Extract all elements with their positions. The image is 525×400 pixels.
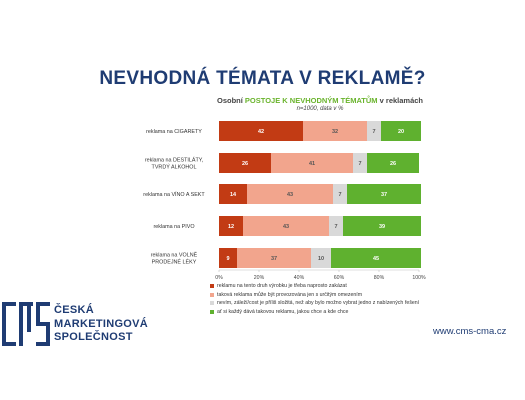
category-label: reklama na PIVO (153, 224, 194, 230)
bar-segment (311, 248, 331, 268)
data-label: 7 (358, 161, 361, 167)
logo-line: MARKETINGOVÁ (54, 317, 149, 330)
x-tick-label: 0% (215, 275, 223, 281)
data-label: 39 (379, 224, 385, 230)
chart-legend: reklamu na tento druh výrobku je třeba n… (210, 282, 419, 316)
data-label: 14 (230, 192, 237, 198)
data-label: 7 (372, 129, 375, 135)
data-label: 9 (226, 256, 229, 262)
stacked-bar-chart: reklama na CIGARETY 42 32 7 20 reklama na DES… (143, 121, 426, 281)
bar-segment (303, 121, 367, 141)
bar-segment (237, 248, 311, 268)
bar-segment (343, 216, 421, 236)
bar-segment (347, 184, 421, 204)
data-label: 7 (338, 192, 341, 198)
bar-segment (219, 216, 243, 236)
legend-label: ať si každý dává takovou reklamu, jakou … (217, 309, 349, 316)
bar-segment (367, 153, 419, 173)
category-label: reklama na VOLNĚ PRODEJNÉ LÉKY (151, 251, 198, 266)
cms-logo-icon (2, 302, 50, 346)
data-label: 20 (398, 129, 404, 135)
category-label: reklama na DESTILÁTY, TVRDÝ ALKOHOL (145, 157, 204, 171)
bar-segment (219, 153, 271, 173)
data-label: 26 (242, 161, 248, 167)
logo-line: ČESKÁ (54, 304, 95, 316)
bar-segment (243, 216, 329, 236)
category-label: reklama na CIGARETY (146, 129, 202, 135)
data-label: 41 (309, 161, 315, 167)
bar-segment (331, 248, 421, 268)
legend-label: reklamu na tento druh výrobku je třeba n… (217, 283, 347, 290)
bar-segment (329, 216, 343, 236)
legend-swatch (210, 301, 214, 306)
bar-segment (219, 184, 247, 204)
bar-segment (247, 184, 333, 204)
bar-segment (353, 153, 367, 173)
website-link[interactable]: www.cms-cma.cz (433, 326, 507, 337)
legend-swatch (210, 284, 214, 289)
bar-segment (381, 121, 421, 141)
legend-swatch (210, 310, 214, 315)
bar-segment (333, 184, 347, 204)
x-tick-label: 60% (334, 275, 345, 281)
bar-segment (271, 153, 353, 173)
data-label: 26 (390, 161, 396, 167)
bar-segment (219, 121, 303, 141)
logo-line: SPOLEČNOST (54, 331, 133, 343)
legend-item: nevím, záleží/cost je příliš složitá, ne… (210, 299, 419, 308)
legend-swatch (210, 292, 214, 297)
data-label: 43 (287, 192, 293, 198)
data-label: 10 (318, 256, 324, 262)
data-label: 7 (334, 224, 337, 230)
bar-segment (367, 121, 381, 141)
legend-item: reklamu na tento druh výrobku je třeba n… (210, 282, 419, 291)
data-label: 32 (332, 129, 338, 135)
logo-text: ČESKÁ MARKETINGOVÁ SPOLEČNOST (54, 304, 148, 345)
data-label: 45 (373, 256, 379, 262)
data-label: 42 (258, 129, 264, 135)
x-tick-label: 80% (374, 275, 385, 281)
legend-item: taková reklama může být provozována jen … (210, 291, 419, 300)
data-label: 37 (271, 256, 277, 262)
data-label: 12 (228, 224, 234, 230)
data-label: 43 (283, 224, 289, 230)
chart-sample-note: n=1000, data v % (296, 106, 344, 112)
legend-label: nevím, záleží/cost je příliš složitá, ne… (217, 300, 420, 307)
data-label: 37 (381, 192, 387, 198)
chart-subtitle: Osobní POSTOJE K NEVHODNÝM TÉMATŮM v rek… (216, 96, 424, 105)
legend-label: taková reklama může být provozována jen … (217, 291, 363, 298)
x-tick-label: 40% (294, 275, 305, 281)
x-tick-label: 20% (254, 275, 265, 281)
page-title: NEVHODNÁ TÉMATA V REKLAMĚ? (99, 68, 426, 89)
bar-segment (219, 248, 237, 268)
x-tick-label: 100% (412, 275, 426, 281)
legend-item: ať si každý dává takovou reklamu, jakou … (210, 308, 419, 317)
category-label: reklama na VÍNO A SEKT (143, 191, 205, 198)
